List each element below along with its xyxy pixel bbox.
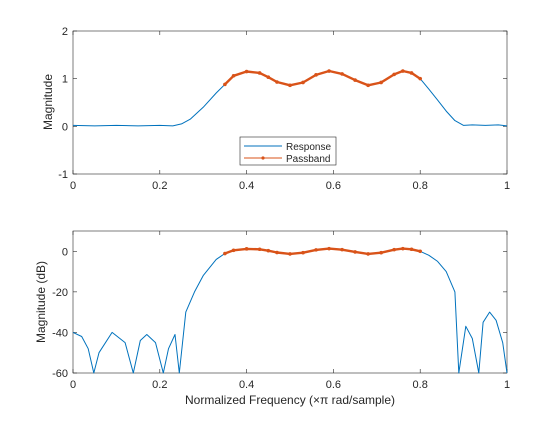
magnitude-ylabel: Magnitude: [41, 74, 55, 130]
legend: Response Passband: [239, 136, 337, 166]
magnitude-xtick-label: 0: [70, 180, 76, 192]
magnitude-passband-point: [340, 72, 344, 76]
magnitude-db-passband-point: [340, 247, 344, 252]
magnitude-db-xtick-label: 0.4: [239, 379, 254, 391]
magnitude-xtick-label: 0.2: [152, 180, 167, 192]
magnitude-db-ytick-label: -40: [52, 327, 68, 339]
magnitude-db-passband-point: [392, 247, 396, 252]
magnitude-xtick-label: 1: [504, 180, 510, 192]
magnitude-db-xtick-label: 0.8: [413, 379, 428, 391]
magnitude-db-ytick-label: -60: [52, 368, 68, 380]
magnitude-db-xtick-label: 0.6: [326, 379, 341, 391]
magnitude-passband-point: [379, 80, 383, 85]
magnitude-db-passband-point: [314, 248, 318, 252]
magnitude-passband-point: [409, 71, 414, 75]
legend-passband-marker: [261, 156, 265, 160]
magnitude-db-passband-point: [275, 250, 279, 255]
magnitude-passband-point: [366, 83, 370, 88]
legend-response-label: Response: [286, 142, 331, 153]
magnitude-db-passband-point: [418, 249, 423, 254]
magnitude-db-xtick-label: 0.2: [152, 379, 167, 391]
magnitude-passband-point: [327, 69, 331, 73]
magnitude-passband-point: [223, 82, 227, 87]
magnitude-db-plot-lines: [72, 246, 508, 374]
magnitude-db-xtick-label: 1: [504, 379, 510, 391]
magnitude-db-passband-point: [301, 250, 305, 255]
magnitude-db-ytick-label: -20: [52, 287, 68, 299]
magnitude-passband-point: [288, 83, 292, 88]
magnitude-db-plot-ticks: 0 0.2 0.4 0.6 0.8 1 -60 -40 -20 0: [52, 231, 510, 391]
magnitude-passband-point: [266, 75, 271, 80]
magnitude-db-passband-point: [231, 248, 236, 253]
magnitude-passband-point: [275, 80, 279, 84]
magnitude-passband-point: [231, 74, 236, 78]
legend-passband-label: Passband: [286, 154, 330, 165]
magnitude-db-ylabel: Magnitude (dB): [34, 261, 48, 343]
magnitude-ytick-label: 1: [62, 74, 68, 86]
magnitude-passband-point: [401, 69, 405, 73]
magnitude-passband-point: [244, 69, 249, 74]
magnitude-passband-point: [353, 78, 357, 82]
magnitude-db-passband-point: [257, 247, 262, 252]
magnitude-ytick-label: -1: [58, 169, 68, 181]
magnitude-db-passband-point: [223, 251, 227, 256]
magnitude-db-passband-point: [366, 252, 370, 256]
magnitude-db-passband-point: [409, 247, 414, 252]
magnitude-xtick-label: 0.6: [326, 180, 341, 192]
magnitude-db-passband-point: [327, 246, 331, 251]
frequency-xlabel: Normalized Frequency (×π rad/sample): [185, 393, 395, 407]
magnitude-passband-point: [314, 73, 318, 77]
magnitude-passband-point: [418, 76, 423, 81]
magnitude-db-xtick-label: 0: [70, 379, 76, 391]
magnitude-db-passband-point: [266, 248, 271, 253]
magnitude-xtick-label: 0.4: [239, 180, 254, 192]
magnitude-ytick-label: 0: [62, 121, 68, 133]
magnitude-db-passband-point: [353, 250, 357, 254]
magnitude-db-passband-point: [401, 246, 405, 251]
magnitude-db-plot: 0 0.2 0.4 0.6 0.8 1-60-40-200 Magnitude (dB) …: [34, 230, 510, 407]
magnitude-plot-lines: [72, 69, 508, 127]
legend-box: [239, 136, 337, 166]
magnitude-xtick-label: 0.8: [413, 180, 428, 192]
magnitude-ytick-label: 2: [62, 26, 68, 38]
magnitude-passband-point: [257, 71, 262, 75]
magnitude-db-passband-point: [379, 250, 383, 255]
magnitude-passband-point: [392, 72, 396, 77]
magnitude-db-ytick-label: 0: [62, 246, 68, 258]
magnitude-db-passband-point: [288, 252, 292, 256]
magnitude-passband-point: [301, 80, 305, 85]
magnitude-db-passband-point: [244, 247, 249, 251]
